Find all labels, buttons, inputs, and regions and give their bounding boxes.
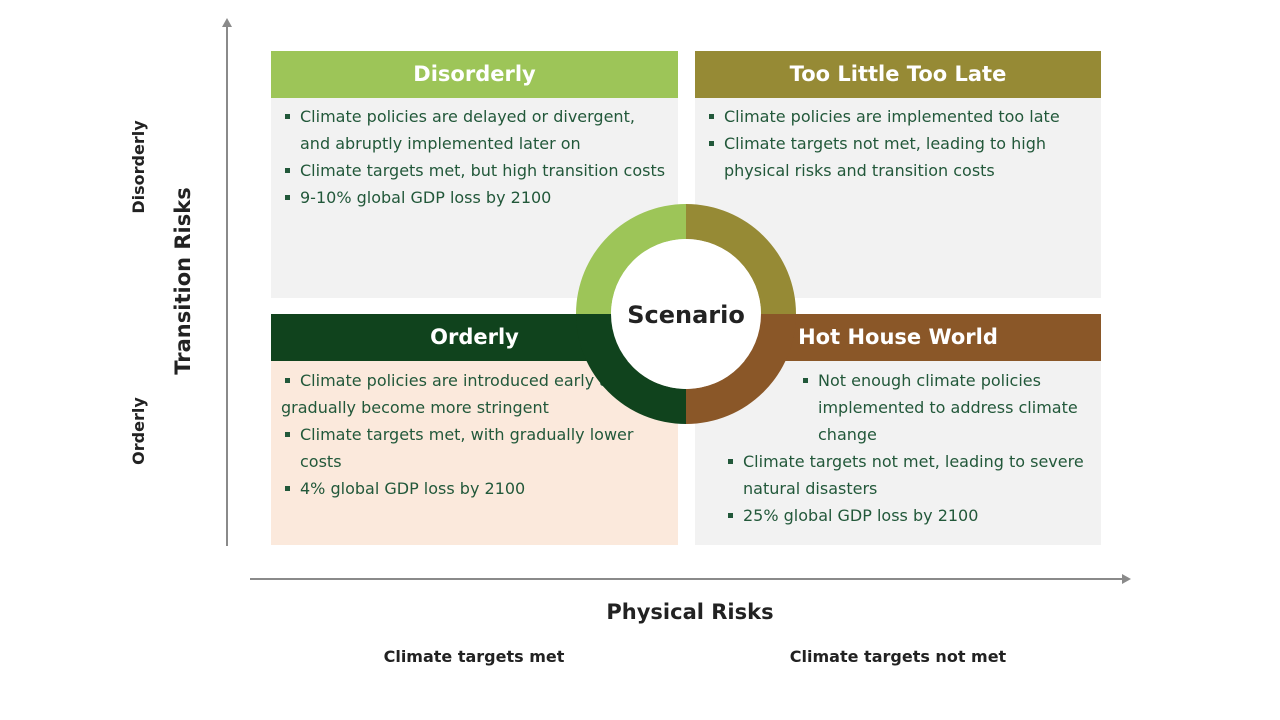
horizontal-axis-arrow-icon [1122, 574, 1131, 584]
y-axis-title: Transition Risks [171, 187, 195, 375]
horizontal-axis-line [250, 578, 1124, 580]
scenario-ring [576, 204, 796, 424]
x-axis-right-label: Climate targets not met [789, 647, 1007, 666]
list-item: Climate policies are delayed or divergen… [281, 103, 666, 157]
vertical-axis-arrow-icon [222, 18, 232, 27]
quadrant-list-too-little-too-late: Climate policies are implemented too lat… [705, 103, 1090, 184]
list-item: Climate targets not met, leading to seve… [724, 448, 1084, 502]
list-item: 4% global GDP loss by 2100 [281, 475, 666, 502]
quadrant-disorderly: Disorderly Climate policies are delayed … [271, 51, 678, 298]
list-item: 9-10% global GDP loss by 2100 [281, 184, 666, 211]
ring-center-disc [611, 239, 761, 389]
ring-segment-orderly [576, 314, 686, 424]
x-axis-title: Physical Risks [606, 600, 774, 624]
ring-segment-too-little-too-late [686, 204, 796, 314]
quadrant-title-too-little-too-late: Too Little Too Late [695, 51, 1101, 98]
ring-segment-hot-house-world [686, 314, 796, 424]
list-item: Climate targets met, with gradually lowe… [281, 421, 666, 475]
ring-segment-disorderly [576, 204, 686, 314]
list-item: Climate policies are introduced early an… [281, 367, 666, 421]
list-item: Climate policies are implemented too lat… [705, 103, 1090, 130]
list-item: 25% global GDP loss by 2100 [724, 502, 1084, 529]
quadrant-list-hot-house-world: Not enough climate policies implemented … [799, 367, 1079, 448]
quadrant-list-orderly: Climate policies are introduced early an… [281, 367, 666, 502]
center-label: Scenario [627, 301, 745, 329]
y-axis-bottom-label: Orderly [129, 397, 148, 465]
list-item: Climate targets not met, leading to high… [705, 130, 1090, 184]
vertical-axis-line [226, 24, 228, 546]
quadrant-list-disorderly: Climate policies are delayed or divergen… [281, 103, 666, 211]
quadrant-title-disorderly: Disorderly [271, 51, 678, 98]
quadrant-hot-house-world: Hot House World Not enough climate polic… [695, 314, 1101, 545]
quadrant-list-hot-house-world-continued: Climate targets not met, leading to seve… [724, 448, 1084, 529]
list-item: Not enough climate policies implemented … [799, 367, 1079, 448]
y-axis-top-label: Disorderly [129, 120, 148, 214]
x-axis-left-label: Climate targets met [383, 647, 565, 666]
list-item: Climate targets met, but high transition… [281, 157, 666, 184]
